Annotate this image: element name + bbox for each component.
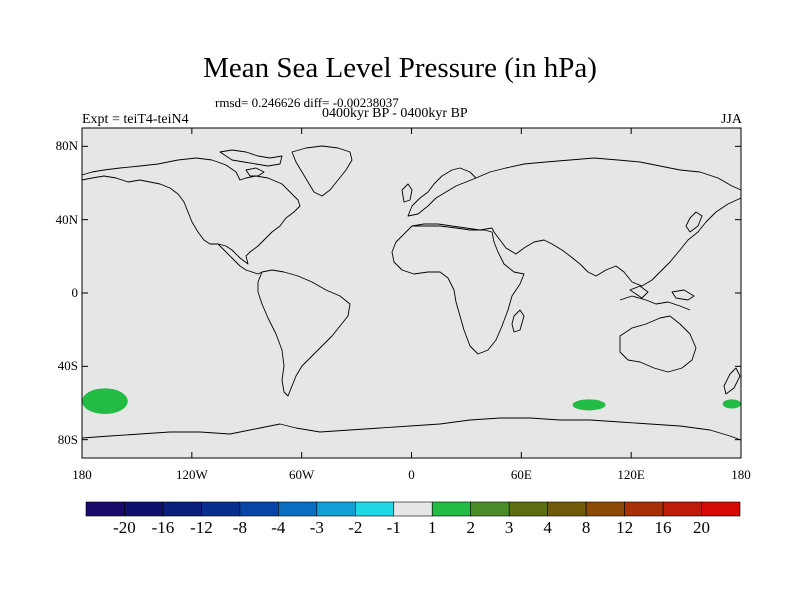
lon-label: 60W [289,467,315,482]
greenland-coast [291,145,353,197]
colorbar-swatch [85,501,125,517]
anomaly-layer [82,388,741,414]
coastlines [81,145,742,441]
colorbar-tick-label: 12 [616,518,634,537]
experiment-label: Expt = teiT4-teiN4 [82,112,189,127]
lon-label: 60E [510,467,532,482]
antarctica-coast [81,417,742,441]
north-america-coast [81,157,301,265]
colorbar-swatch [239,501,279,517]
colorbar-swatch [470,501,510,517]
colorbar-tick-label: -1 [386,518,401,537]
axis-ticks [81,128,742,458]
lon-label: 120W [175,467,208,482]
map-background [82,128,741,458]
colorbar [85,501,741,517]
south-pacific-anomaly [82,388,128,414]
central-america-coast [217,243,263,275]
colorbar-swatch [201,501,241,517]
indonesia-coast [619,285,695,311]
colorbar-swatch [393,501,433,517]
colorbar-tick-label: -16 [151,518,175,537]
colorbar-swatch [508,501,548,517]
colorbar-swatch [662,501,702,517]
lat-label: 80S [57,431,78,447]
colorbar-swatch [354,501,395,517]
colorbar-tick-label: 4 [543,518,552,537]
map-title: Mean Sea Level Pressure (in hPa) [203,52,597,84]
colorbar-swatch [585,501,625,517]
colorbar-tick-label: 8 [581,518,591,537]
africa-coast [391,225,525,355]
season-label: JJA [720,112,742,127]
colorbar-tick-label: -8 [232,518,247,537]
colorbar-tick-label: -3 [309,518,324,537]
colorbar-tick-label: -2 [348,518,363,537]
madagascar-coast [511,309,525,333]
colorbar-tick-label: 16 [654,518,672,537]
south-america-coast [257,269,351,397]
colorbar-swatch [431,501,472,517]
dateline-anomaly [722,399,741,409]
lon-label: 0 [408,467,415,482]
period-label: 0400kyr BP - 0400kyr BP [322,106,468,121]
colorbar-swatch [547,501,587,517]
colorbar-swatch [162,501,202,517]
australia-coast [619,315,697,373]
colorbar-tick-label: 2 [466,518,475,537]
lat-label: 40S [57,358,78,374]
stats-label: rmsd= 0.246626 diff= -0.00238037 [215,95,399,110]
colorbar-tick-label: 3 [504,518,514,537]
british-isles-coast [401,183,413,203]
colorbar-tick-label: -20 [113,518,136,537]
colorbar-tick-label: 20 [693,518,711,537]
japan-coast [685,211,703,233]
colorbar-tick-label: -4 [271,518,286,537]
lat-label: 40N [55,211,78,227]
lon-label: 120E [617,467,645,482]
colorbar-swatch [624,501,664,517]
lat-label: 0 [71,285,79,300]
lon-label: 180 [72,467,92,482]
lat-label: 80N [55,138,78,154]
colorbar-swatch [124,501,164,517]
south-indian-anomaly [572,399,606,411]
colorbar-swatch [316,501,356,517]
new-zealand-coast [723,367,741,395]
colorbar-tick-label: -12 [190,518,213,537]
colorbar-swatch [701,501,741,517]
arctic-islands-coast [219,149,283,177]
colorbar-swatch [278,501,318,517]
colorbar-tick-label: 1 [427,518,437,537]
asia-coast [475,157,742,287]
lon-label: 180 [731,467,751,482]
